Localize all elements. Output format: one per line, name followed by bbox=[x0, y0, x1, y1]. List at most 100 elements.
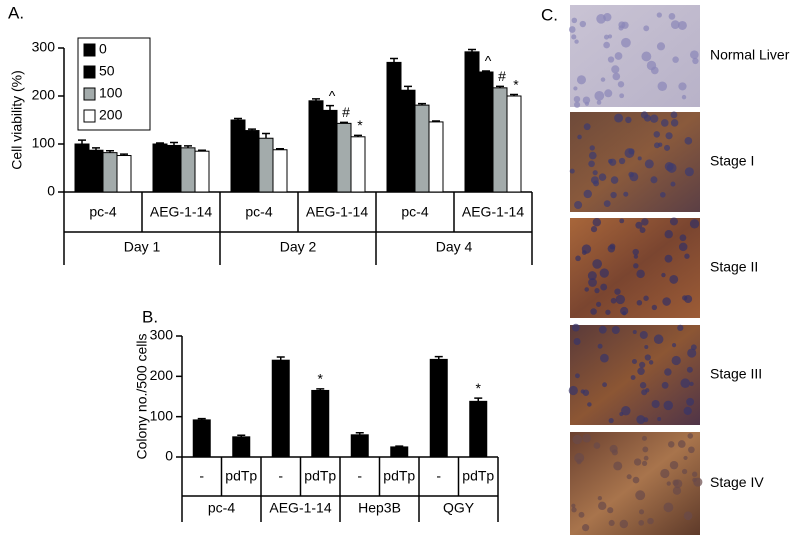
error-bar bbox=[432, 120, 440, 122]
error-bar bbox=[496, 85, 504, 88]
image-label: Normal Liver bbox=[710, 47, 790, 63]
nucleus bbox=[590, 308, 597, 315]
bar bbox=[400, 89, 416, 193]
nucleus bbox=[641, 51, 652, 62]
nucleus bbox=[639, 330, 648, 339]
error-bar bbox=[418, 102, 426, 106]
nucleus bbox=[628, 171, 634, 178]
nucleus bbox=[592, 170, 598, 176]
group-label: Day 4 bbox=[436, 239, 473, 255]
nucleus bbox=[582, 433, 592, 443]
nucleus bbox=[686, 366, 693, 373]
nucleus bbox=[576, 459, 582, 465]
nucleus bbox=[635, 221, 643, 229]
y-tick-label: 0 bbox=[47, 183, 55, 199]
annotation: ^ bbox=[485, 53, 492, 69]
nucleus bbox=[619, 218, 625, 224]
nucleus bbox=[574, 452, 585, 463]
nucleus bbox=[611, 325, 620, 335]
nucleus bbox=[690, 50, 699, 60]
nucleus bbox=[632, 329, 637, 334]
annotation: * bbox=[513, 76, 519, 92]
error-bar bbox=[237, 434, 246, 437]
nucleus bbox=[615, 294, 626, 305]
x-tick-label: pc-4 bbox=[89, 204, 116, 220]
nucleus bbox=[660, 191, 666, 198]
y-axis-label: Colony no./500 cells bbox=[134, 333, 150, 459]
nucleus bbox=[611, 65, 620, 74]
annotation: * bbox=[357, 117, 363, 133]
nucleus bbox=[664, 144, 671, 151]
nucleus bbox=[672, 56, 679, 63]
nucleus bbox=[642, 446, 649, 453]
nucleus bbox=[600, 353, 609, 363]
nucleus bbox=[595, 301, 602, 307]
y-tick-label: 0 bbox=[165, 448, 173, 464]
nucleus bbox=[573, 337, 581, 345]
bar bbox=[428, 121, 444, 193]
nucleus bbox=[568, 385, 578, 396]
x-tick-label: AEG-1-14 bbox=[150, 204, 212, 220]
nucleus bbox=[608, 418, 614, 424]
nucleus bbox=[681, 94, 687, 100]
nucleus bbox=[574, 39, 579, 44]
nucleus bbox=[577, 134, 582, 140]
nucleus bbox=[630, 375, 636, 380]
bar bbox=[166, 144, 182, 193]
nucleus bbox=[603, 41, 610, 49]
x-tick-label: - bbox=[278, 468, 283, 484]
nucleus bbox=[572, 323, 580, 332]
nucleus bbox=[653, 334, 664, 345]
error-bar bbox=[78, 139, 86, 144]
nucleus bbox=[680, 378, 691, 388]
nucleus bbox=[681, 468, 688, 475]
bar bbox=[152, 143, 168, 193]
nucleus bbox=[603, 34, 609, 40]
nucleus bbox=[594, 90, 605, 101]
nucleus bbox=[671, 343, 677, 348]
nucleus bbox=[653, 131, 661, 138]
nucleus bbox=[607, 244, 616, 253]
error-bar bbox=[248, 128, 256, 131]
error-bar bbox=[92, 147, 100, 151]
error-bar bbox=[197, 417, 206, 420]
nucleus bbox=[670, 181, 676, 187]
error-bar bbox=[482, 70, 490, 72]
nucleus bbox=[592, 218, 602, 227]
annotation: * bbox=[476, 380, 482, 396]
nucleus bbox=[657, 416, 662, 421]
group-label: Day 2 bbox=[280, 239, 317, 255]
nucleus bbox=[641, 218, 649, 226]
y-tick-label: 200 bbox=[150, 367, 174, 383]
nucleus bbox=[670, 111, 678, 119]
nucleus bbox=[574, 200, 583, 209]
group-label: Hep3B bbox=[358, 500, 401, 516]
error-bar bbox=[312, 98, 320, 101]
error-bar bbox=[184, 145, 192, 148]
nucleus bbox=[610, 297, 617, 304]
y-tick-label: 100 bbox=[32, 135, 56, 151]
nucleus bbox=[651, 399, 660, 409]
nucleus bbox=[640, 111, 649, 119]
nucleus bbox=[618, 157, 626, 165]
group-label: QGY bbox=[443, 500, 475, 516]
bar bbox=[116, 155, 132, 193]
error-bar bbox=[276, 148, 284, 150]
bar bbox=[506, 95, 522, 193]
nucleus bbox=[666, 163, 677, 173]
nucleus bbox=[678, 82, 687, 91]
error-bar bbox=[120, 153, 128, 156]
legend-swatch bbox=[83, 87, 96, 101]
error-bar bbox=[390, 57, 398, 63]
y-tick-label: 200 bbox=[32, 87, 56, 103]
micrograph bbox=[570, 432, 703, 535]
nucleus bbox=[617, 81, 625, 88]
bar bbox=[390, 446, 409, 458]
nucleus bbox=[625, 116, 632, 124]
x-tick-label: pdTp bbox=[304, 468, 336, 484]
nucleus bbox=[594, 288, 600, 294]
nucleus bbox=[578, 511, 585, 518]
nucleus bbox=[644, 344, 649, 349]
nucleus bbox=[604, 89, 613, 98]
nucleus bbox=[622, 311, 627, 316]
